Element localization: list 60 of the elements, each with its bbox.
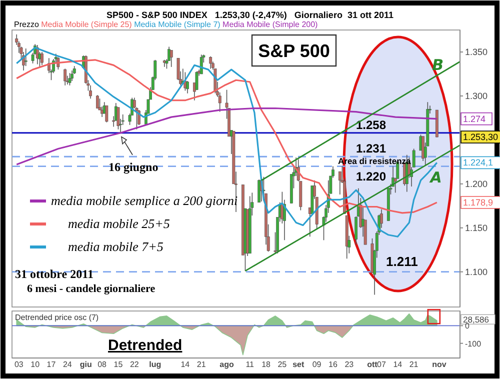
annotation: media mobile semplice a 200 giorni (51, 193, 238, 208)
candlestick (24, 48, 28, 66)
annotation: 1.178,9 (463, 197, 494, 208)
x-tick-label: 14 (393, 360, 403, 369)
chart-title: SP500 - S&P 500 INDEX 1.253,30 (-2,47%) Giornaliero 31 ott 2011 (106, 10, 394, 20)
x-tick-label: set (292, 360, 304, 369)
annotation: 31 ottobre 2011 (15, 267, 94, 281)
x-tick-label: ott (367, 360, 378, 369)
x-tick-label: 03 (14, 360, 24, 369)
ref-line-label: 1.231 (356, 142, 386, 156)
x-tick-label: giu (80, 360, 92, 369)
x-tick-label: 25 (278, 360, 288, 369)
y-tick-label: 1.150 (465, 222, 488, 233)
x-tick-label: 14 (180, 360, 190, 369)
x-tick-label: 09 (312, 360, 322, 369)
chart-title: Detrended price osc (7) (15, 313, 99, 322)
annotation: 1.253,30 (463, 132, 498, 142)
text: Media Mobile (Simple 7) (132, 20, 221, 29)
annotation: 16 giugno (108, 160, 158, 174)
x-tick-label: ago (220, 360, 234, 369)
x-tick-label: 10 (30, 360, 40, 369)
series-label: B (432, 56, 444, 74)
x-tick-label: 24 (62, 360, 72, 369)
x-tick-label: 18 (262, 360, 272, 369)
annotation: 6 mesi - candele giornaliere (27, 283, 156, 295)
x-tick-label: 22 (130, 360, 140, 369)
series-label: A (429, 168, 442, 186)
text: Media Mobile (Simple 200) (220, 20, 318, 29)
x-tick-label: 21 (409, 360, 419, 369)
candlestick (96, 94, 99, 109)
x-tick-label: 17 (46, 360, 56, 369)
annotation: 1.274 (463, 114, 486, 124)
annotation: 1.224,1 (463, 158, 494, 168)
x-tick-label: 16 (328, 360, 338, 369)
annotation: 1.211 (386, 254, 418, 269)
annotation: media mobile 7+5 (68, 239, 164, 254)
x-tick-label: lug (149, 360, 162, 369)
candlestick (70, 70, 74, 82)
series-label: Prezzo (14, 20, 40, 29)
annotation: media mobile 25+5 (68, 216, 170, 231)
x-tick-label: 07 (377, 360, 386, 369)
x-tick-label: 15 (114, 360, 124, 369)
x-tick-label: 08 (98, 360, 108, 369)
candlestick (105, 105, 108, 123)
annotation: Detrended (108, 337, 182, 354)
annotation: S&P 500 (258, 41, 330, 61)
y-tick-label: 1.350 (465, 46, 488, 57)
candlestick (170, 50, 173, 68)
x-tick-label: 21 (196, 360, 206, 369)
ref-line-label: 1.220 (356, 169, 386, 184)
x-tick-label: 11 (246, 360, 255, 369)
ref-line-label: 1.258 (356, 118, 386, 132)
y-tick-label: -100 (465, 339, 482, 348)
x-tick-label: 23 (344, 360, 354, 369)
x-tick-label: nov (432, 360, 447, 369)
y-tick-label: 1.200 (465, 178, 488, 189)
text: Media Mobile (Simple 25) (38, 20, 132, 29)
y-tick-label: 1.300 (465, 90, 488, 101)
candlestick (40, 52, 44, 66)
y-tick-label: 1.100 (465, 266, 488, 277)
